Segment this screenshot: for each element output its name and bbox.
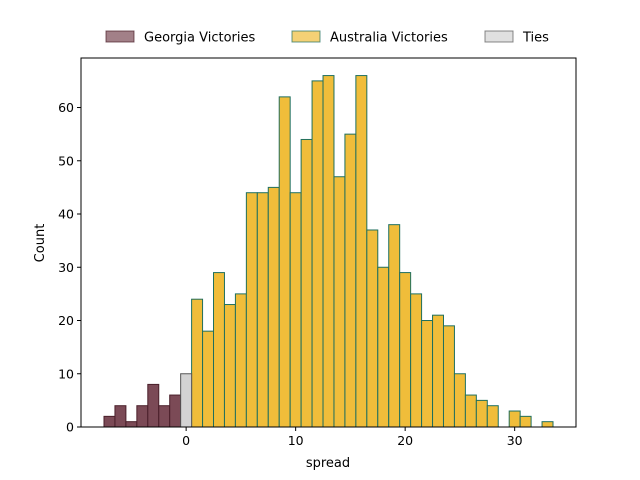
bar-australia-victories-6	[256, 192, 269, 428]
legend-swatch	[484, 30, 514, 43]
x-tick-label: 0	[182, 433, 190, 448]
bar-australia-victories-11	[311, 80, 324, 428]
bar-australia-victories-26	[475, 399, 488, 428]
bar-australia-victories-30	[541, 421, 554, 428]
bar-australia-victories-17	[377, 266, 390, 428]
bar-australia-victories-3	[223, 304, 236, 428]
y-tick-label: 60	[58, 100, 74, 115]
x-tick-label: 10	[288, 433, 304, 448]
bar-georgia-victories-1	[114, 405, 127, 428]
legend-swatch	[291, 30, 321, 43]
bar-australia-victories-10	[300, 138, 313, 428]
bar-australia-victories-2	[213, 272, 225, 428]
bar-georgia-victories-6	[169, 394, 182, 428]
bar-georgia-victories-2	[125, 421, 138, 428]
axes-layer: 0 10 20 30 0 10 20 30 40 50 60	[58, 57, 577, 448]
bar-ties-0	[180, 373, 193, 428]
bar-australia-victories-9	[289, 192, 302, 428]
bar-australia-victories-24	[453, 373, 466, 428]
bar-australia-victories-13	[333, 176, 346, 428]
bar-australia-victories-21	[421, 320, 434, 428]
y-tick-label: 50	[58, 153, 74, 168]
bar-georgia-victories-3	[136, 405, 149, 428]
bar-australia-victories-1	[202, 330, 215, 428]
y-tick-label: 10	[58, 366, 74, 381]
bar-australia-victories-16	[366, 229, 379, 428]
y-tick-label: 0	[66, 420, 74, 435]
x-tick-label: 30	[507, 433, 523, 448]
bar-australia-victories-19	[399, 272, 412, 428]
legend: Georgia Victories Australia Victories Ties	[105, 30, 549, 46]
bar-australia-victories-0	[191, 298, 204, 428]
y-tick-label: 30	[58, 260, 74, 275]
legend-label: Ties	[522, 31, 549, 46]
y-tick-label: 40	[58, 207, 74, 222]
bar-australia-victories-14	[344, 133, 357, 428]
bar-australia-victories-5	[245, 192, 258, 428]
bar-georgia-victories-0	[103, 415, 116, 428]
axes-frame	[80, 57, 577, 428]
legend-label: Australia Victories	[330, 31, 448, 46]
bar-australia-victories-8	[278, 96, 291, 428]
legend-swatch	[105, 30, 135, 43]
x-tick-label: 20	[397, 433, 413, 448]
legend-label: Georgia Victories	[144, 31, 255, 46]
bar-australia-victories-25	[464, 394, 477, 428]
bar-australia-victories-27	[486, 405, 499, 428]
x-axis-label: spread	[306, 456, 350, 471]
bar-australia-victories-22	[432, 314, 444, 428]
bar-australia-victories-4	[234, 293, 247, 428]
bar-australia-victories-7	[267, 186, 280, 428]
y-tick-label: 20	[58, 313, 74, 328]
bar-australia-victories-15	[355, 75, 368, 428]
bar-australia-victories-23	[442, 325, 455, 428]
bar-australia-victories-29	[519, 415, 532, 428]
bar-georgia-victories-5	[158, 405, 171, 428]
bar-australia-victories-12	[322, 75, 335, 428]
bar-australia-victories-18	[388, 224, 401, 428]
bar-australia-victories-20	[410, 293, 423, 428]
bar-australia-victories-28	[508, 410, 521, 428]
y-axis-label: Count	[33, 224, 48, 263]
bar-georgia-victories-4	[147, 383, 160, 428]
